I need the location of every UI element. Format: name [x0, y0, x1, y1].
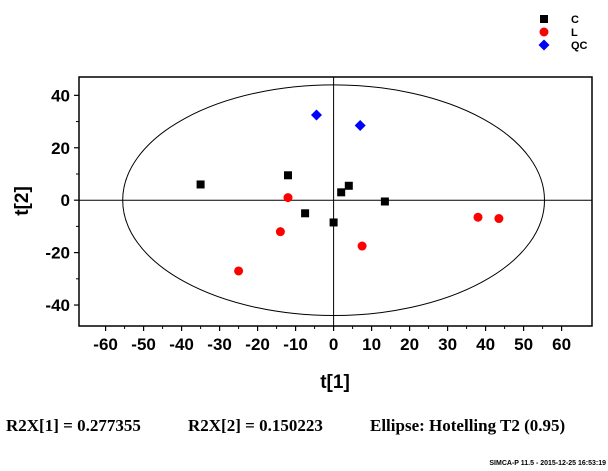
x-tick-label: -60 [93, 335, 118, 354]
x-tick-label: 30 [438, 335, 457, 354]
legend-label-qc: QC [571, 40, 588, 52]
legend-marker-l [539, 27, 549, 37]
x-tick-label: 50 [514, 335, 533, 354]
point-c [329, 218, 338, 227]
point-l [283, 193, 293, 203]
x-tick-label: -10 [283, 335, 308, 354]
r2x2-stat: R2X[2] = 0.150223 [188, 416, 323, 435]
point-c [284, 171, 292, 180]
x-tick-label: 40 [476, 335, 495, 354]
r2x1-stat: R2X[1] = 0.277355 [6, 416, 141, 435]
hotelling-ellipse-shape [122, 84, 545, 317]
y-tick-label: 0 [61, 191, 70, 210]
y-tick-label: 40 [51, 86, 70, 105]
point-l [234, 266, 244, 276]
y-tick-label: -20 [45, 244, 70, 263]
point-l [473, 212, 483, 222]
point-c [196, 180, 205, 189]
point-l [357, 241, 367, 251]
point-qc [311, 109, 322, 121]
x-tick-label: 60 [552, 335, 571, 354]
axis-ticks: -60 -50 -40 -30 -20 -10 0 10 20 30 40 50 60 -40 -20 0 20… [45, 86, 571, 354]
legend-marker-qc [538, 39, 550, 51]
x-tick-label: -40 [169, 335, 194, 354]
y-tick-label: 20 [51, 139, 70, 158]
y-tick-label: -40 [45, 296, 70, 315]
point-c [337, 188, 346, 197]
hotelling-ellipse [122, 84, 545, 317]
plot-frame [78, 76, 593, 327]
y-axis-label: t[2] [12, 186, 33, 216]
point-qc [354, 119, 366, 131]
x-tick-label: -50 [131, 335, 156, 354]
x-tick-label: 0 [329, 335, 338, 354]
software-footer: SIMCA-P 11.5 - 2015-12-25 16:53:19 [489, 460, 606, 467]
zero-lines [79, 77, 592, 326]
x-tick-label: 10 [362, 335, 381, 354]
x-tick-label: -30 [207, 335, 232, 354]
point-l [494, 214, 504, 224]
data-points [196, 109, 504, 276]
x-tick-label: 20 [400, 335, 419, 354]
x-tick-label: -20 [245, 335, 270, 354]
point-l [275, 227, 285, 237]
point-c [380, 197, 389, 206]
x-axis-label: t[1] [320, 372, 350, 393]
point-c [301, 209, 310, 218]
ellipse-stat: Ellipse: Hotelling T2 (0.95) [370, 416, 566, 435]
legend-label-l: L [571, 27, 578, 39]
point-c [344, 181, 353, 190]
legend-marker-c [540, 15, 548, 23]
legend-label-c: C [571, 14, 579, 26]
